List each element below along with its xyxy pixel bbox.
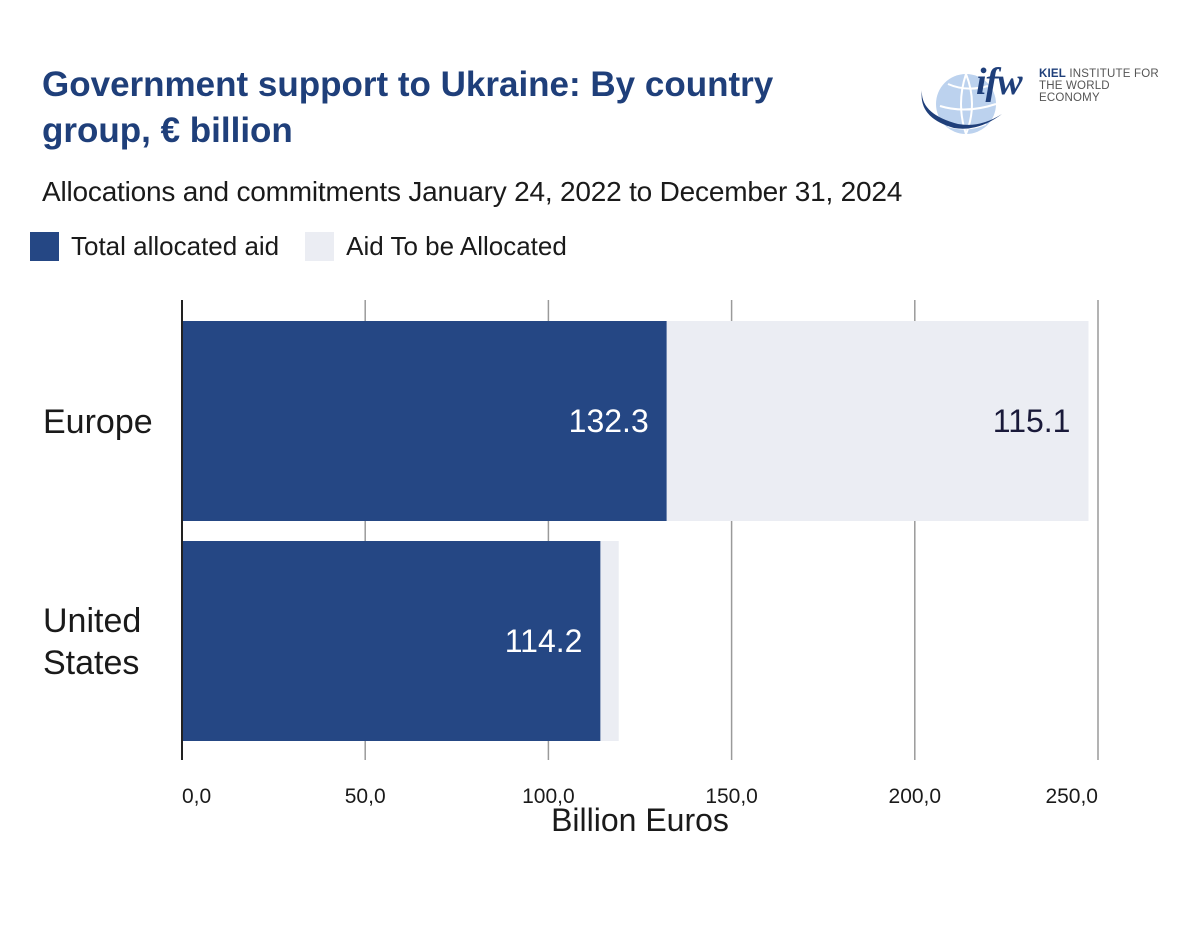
- bar-to-be-allocated-1: [600, 541, 619, 741]
- legend-swatch-allocated: [30, 231, 59, 261]
- legend-label-to-be-allocated: Aid To be Allocated: [346, 230, 567, 261]
- data-label-to-be-allocated-0: 115.1: [993, 403, 1071, 439]
- x-tick-label-200: 200,0: [889, 785, 942, 808]
- chart-title: Government support to Ukraine: By countr…: [42, 65, 774, 150]
- logo-wordmark: ifw: [976, 61, 1023, 103]
- bar-allocated-0: [182, 321, 667, 521]
- data-label-allocated-1: 114.2: [505, 623, 583, 659]
- legend-label-allocated: Total allocated aid: [71, 230, 280, 261]
- globe-icon: [921, 73, 1002, 135]
- bar-to-be-allocated-0: [666, 321, 1089, 521]
- chart-subtitle: Allocations and commitments January 24, …: [42, 176, 903, 207]
- logo-institute-text: KIEL INSTITUTE FOR THE WORLD ECONOMY: [1039, 68, 1159, 104]
- data-label-allocated-0: 132.3: [569, 403, 649, 439]
- x-tick-label-50: 50,0: [345, 785, 386, 808]
- category-label-0-0: Europe: [43, 403, 153, 441]
- category-label-1-0: United: [43, 602, 141, 640]
- legend-swatch-to-be-allocated: [305, 231, 335, 261]
- x-tick-label-0: 0,0: [182, 785, 211, 808]
- legend-item-to-be-allocated: Aid To be Allocated: [305, 231, 567, 262]
- bar-allocated-1: [182, 541, 601, 741]
- legend-item-allocated: Total allocated aid: [30, 231, 279, 262]
- category-label-1-1: States: [43, 644, 139, 682]
- x-tick-label-250: 250,0: [1045, 785, 1098, 808]
- legend: Total allocated aid Aid To be Allocated: [30, 228, 593, 264]
- x-axis-title: Billion Euros: [551, 802, 729, 838]
- x-tick-label-150: 150,0: [705, 785, 758, 808]
- ifw-logo: ifw KIEL INSTITUTE FOR THE WORLD ECONOMY: [918, 61, 1168, 144]
- x-tick-label-100: 100,0: [522, 785, 575, 808]
